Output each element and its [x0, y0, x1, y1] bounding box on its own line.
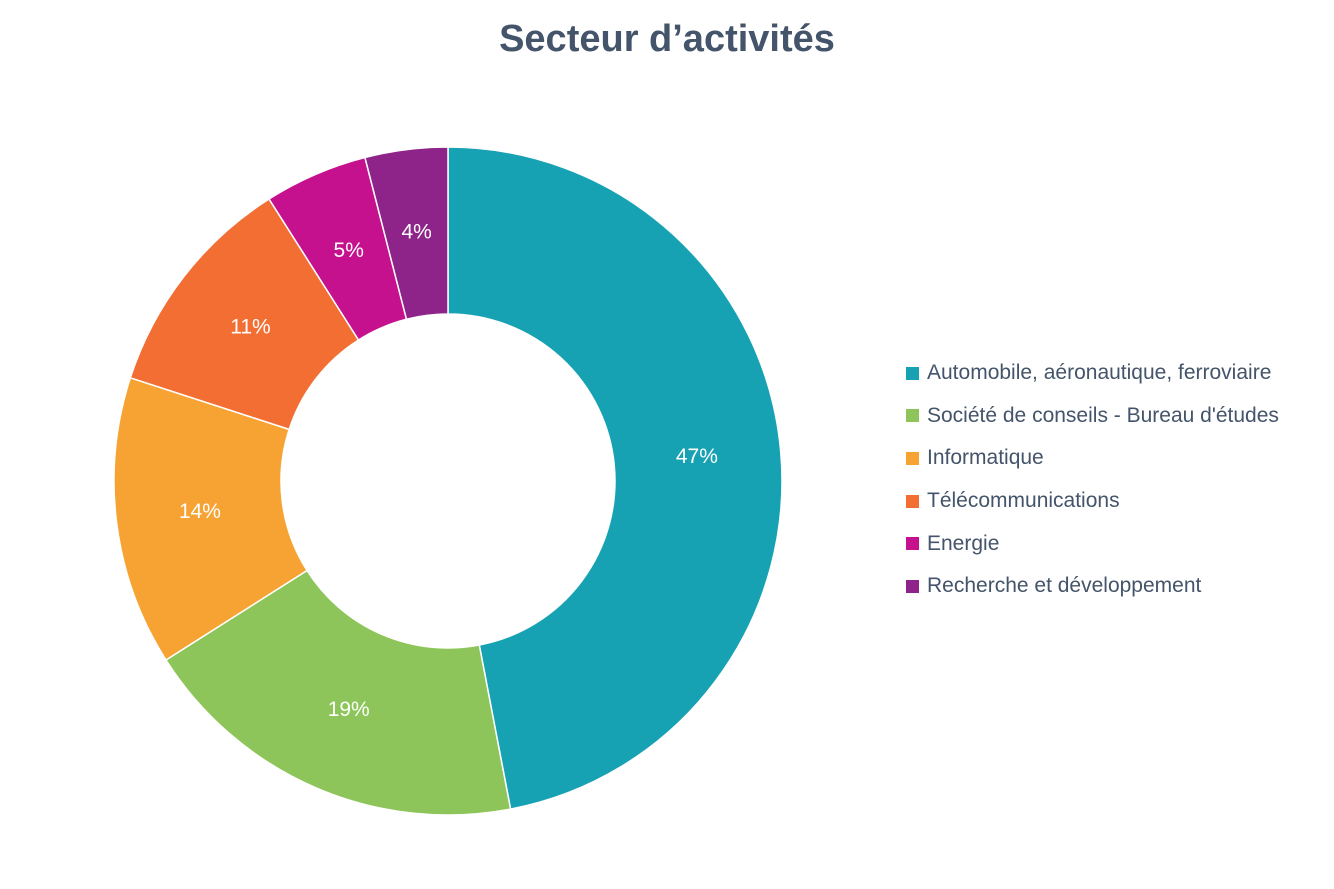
slice-label: 19% — [328, 698, 370, 721]
donut-slice — [447, 146, 783, 810]
legend-label: Société de conseils - Bureau d'études — [927, 403, 1279, 427]
slice-label: 5% — [334, 239, 364, 262]
legend-item: Energie — [906, 522, 1279, 565]
donut-slice — [164, 569, 512, 816]
legend-label: Informatique — [927, 446, 1044, 470]
legend-item: Informatique — [906, 437, 1279, 480]
donut-slices — [113, 146, 783, 816]
legend-label: Energie — [927, 531, 1000, 555]
slice-label: 4% — [401, 221, 431, 244]
chart-title: Secteur d’activités — [499, 18, 835, 60]
donut-slice — [113, 376, 309, 662]
legend-label: Recherche et développement — [927, 574, 1202, 598]
legend-item: Automobile, aéronautique, ferroviaire — [906, 352, 1279, 395]
slice-label: 11% — [230, 315, 270, 338]
legend-item: Société de conseils - Bureau d'études — [906, 395, 1279, 438]
donut-labels: 47% 19% 14% 11% 5% 4% — [179, 221, 718, 721]
donut-slice — [364, 146, 449, 321]
legend-item: Recherche et développement — [906, 565, 1279, 608]
slice-label: 47% — [676, 445, 718, 468]
legend-swatch — [906, 579, 919, 593]
legend-swatch — [906, 409, 919, 423]
legend-label: Télécommunications — [927, 489, 1120, 513]
chart-legend: Automobile, aéronautique, ferroviaire Soc… — [906, 352, 1279, 608]
legend-swatch — [906, 366, 919, 380]
slice-label: 14% — [179, 500, 221, 523]
legend-swatch — [906, 537, 919, 551]
legend-swatch — [906, 494, 919, 508]
legend-label: Automobile, aéronautique, ferroviaire — [927, 361, 1272, 385]
legend-swatch — [906, 451, 919, 465]
donut-slice — [129, 197, 360, 431]
legend-item: Télécommunications — [906, 480, 1279, 523]
